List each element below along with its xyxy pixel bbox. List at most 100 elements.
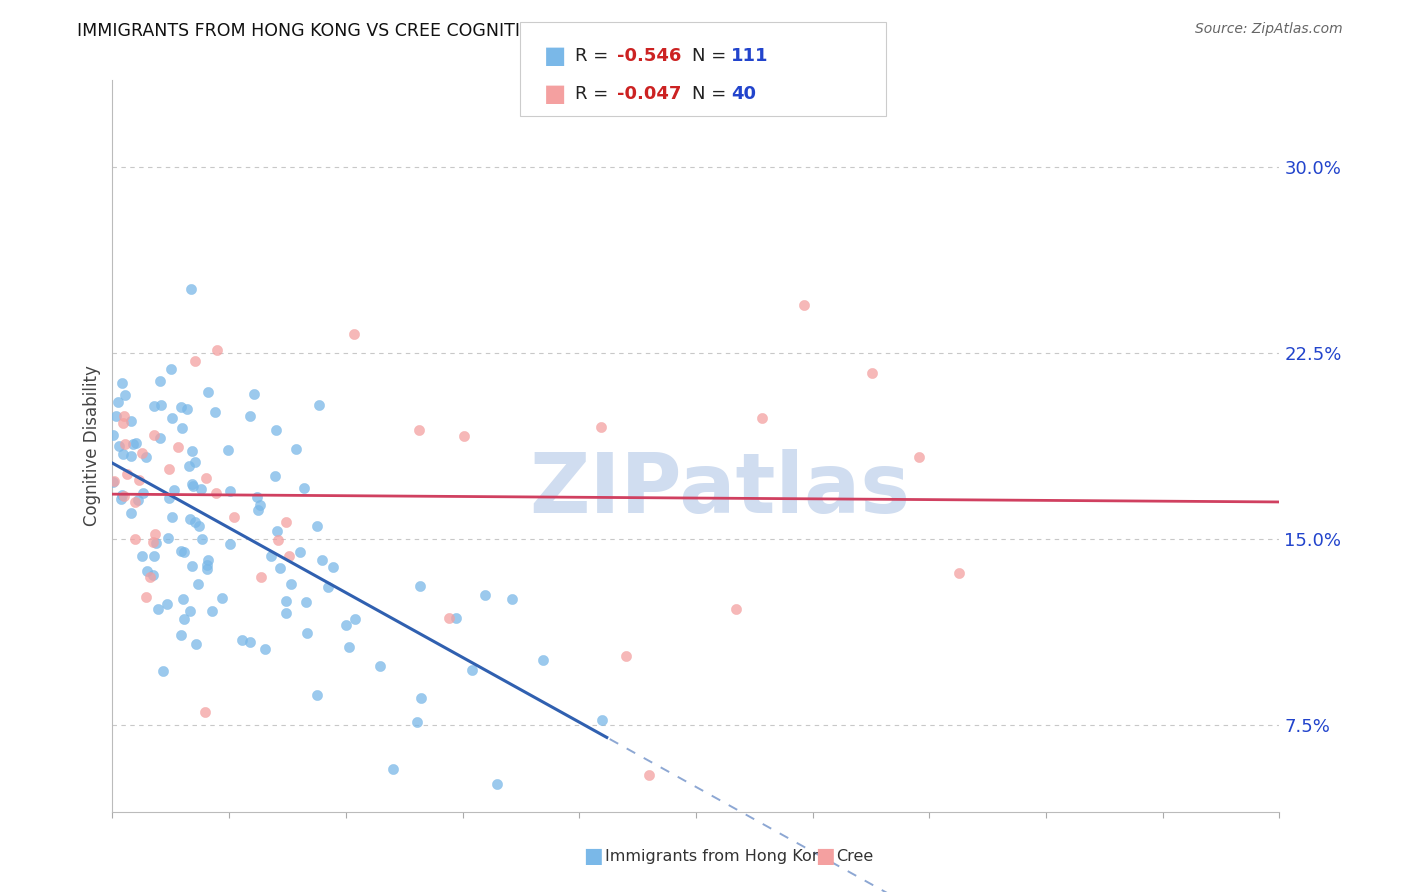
Point: [638, 767, 661, 781]
Point: [170, 627, 193, 641]
Point: [188, 519, 211, 533]
Point: [474, 588, 496, 602]
Point: [157, 531, 180, 545]
Point: [143, 399, 166, 413]
Point: [149, 374, 172, 388]
Point: [405, 714, 427, 729]
Point: [176, 402, 198, 417]
Point: [179, 512, 201, 526]
Point: [249, 498, 271, 512]
Point: [195, 562, 218, 576]
Point: [131, 549, 153, 563]
Point: [948, 566, 970, 580]
Point: [172, 591, 194, 606]
Point: [122, 437, 145, 451]
Text: R =: R =: [575, 47, 614, 65]
Point: [277, 549, 299, 564]
Point: [190, 482, 212, 496]
Point: [101, 475, 124, 490]
Text: ZIPatlas: ZIPatlas: [529, 450, 910, 531]
Point: [274, 516, 297, 530]
Point: [751, 410, 773, 425]
Point: [725, 602, 748, 616]
Text: Cree: Cree: [837, 849, 873, 863]
Point: [111, 417, 134, 431]
Point: [152, 664, 174, 678]
Text: ■: ■: [583, 847, 603, 866]
Point: [111, 447, 134, 461]
Point: [157, 462, 180, 476]
Point: [114, 388, 136, 402]
Point: [177, 458, 200, 473]
Point: [531, 653, 554, 667]
Point: [157, 491, 180, 505]
Point: [197, 558, 219, 572]
Point: [305, 519, 328, 533]
Point: [103, 428, 125, 442]
Point: [316, 580, 339, 594]
Point: [163, 483, 186, 497]
Point: [124, 494, 146, 508]
Text: ■: ■: [815, 847, 835, 866]
Point: [143, 527, 166, 541]
Point: [239, 635, 262, 649]
Point: [142, 549, 165, 563]
Text: N =: N =: [692, 85, 731, 103]
Text: IMMIGRANTS FROM HONG KONG VS CREE COGNITIVE DISABILITY CORRELATION CHART: IMMIGRANTS FROM HONG KONG VS CREE COGNIT…: [77, 22, 838, 40]
Point: [173, 612, 195, 626]
Point: [111, 376, 134, 390]
Point: [444, 611, 467, 625]
Point: [501, 591, 523, 606]
Point: [381, 762, 404, 776]
Point: [180, 282, 202, 296]
Point: [219, 537, 242, 551]
Point: [115, 467, 138, 482]
Point: [290, 545, 312, 559]
Point: [183, 479, 205, 493]
Point: [149, 431, 172, 445]
Point: [335, 617, 357, 632]
Point: [266, 524, 288, 538]
Point: [292, 481, 315, 495]
Point: [486, 776, 509, 790]
Point: [170, 401, 193, 415]
Text: N =: N =: [692, 47, 731, 65]
Point: [194, 705, 217, 719]
Point: [274, 594, 297, 608]
Point: [453, 429, 475, 443]
Point: [343, 612, 366, 626]
Point: [173, 545, 195, 559]
Point: [132, 486, 155, 500]
Point: [217, 443, 239, 458]
Point: [148, 602, 170, 616]
Point: [267, 533, 290, 548]
Point: [184, 515, 207, 529]
Point: [408, 423, 430, 437]
Point: [201, 604, 224, 618]
Point: [437, 610, 460, 624]
Point: [860, 366, 883, 380]
Point: [246, 490, 269, 504]
Point: [120, 414, 142, 428]
Point: [205, 343, 228, 357]
Point: [127, 493, 149, 508]
Point: [243, 387, 266, 401]
Point: [254, 642, 277, 657]
Point: [162, 411, 184, 425]
Point: [264, 423, 287, 437]
Point: [149, 398, 172, 412]
Text: -0.047: -0.047: [617, 85, 682, 103]
Point: [284, 442, 307, 456]
Point: [179, 605, 201, 619]
Point: [249, 570, 271, 584]
Point: [142, 568, 165, 582]
Point: [167, 440, 190, 454]
Point: [128, 473, 150, 487]
Point: [131, 446, 153, 460]
Point: [295, 626, 318, 640]
Text: Source: ZipAtlas.com: Source: ZipAtlas.com: [1195, 22, 1343, 37]
Point: [197, 553, 219, 567]
Point: [112, 409, 135, 423]
Point: [276, 606, 298, 620]
Point: [112, 489, 135, 503]
